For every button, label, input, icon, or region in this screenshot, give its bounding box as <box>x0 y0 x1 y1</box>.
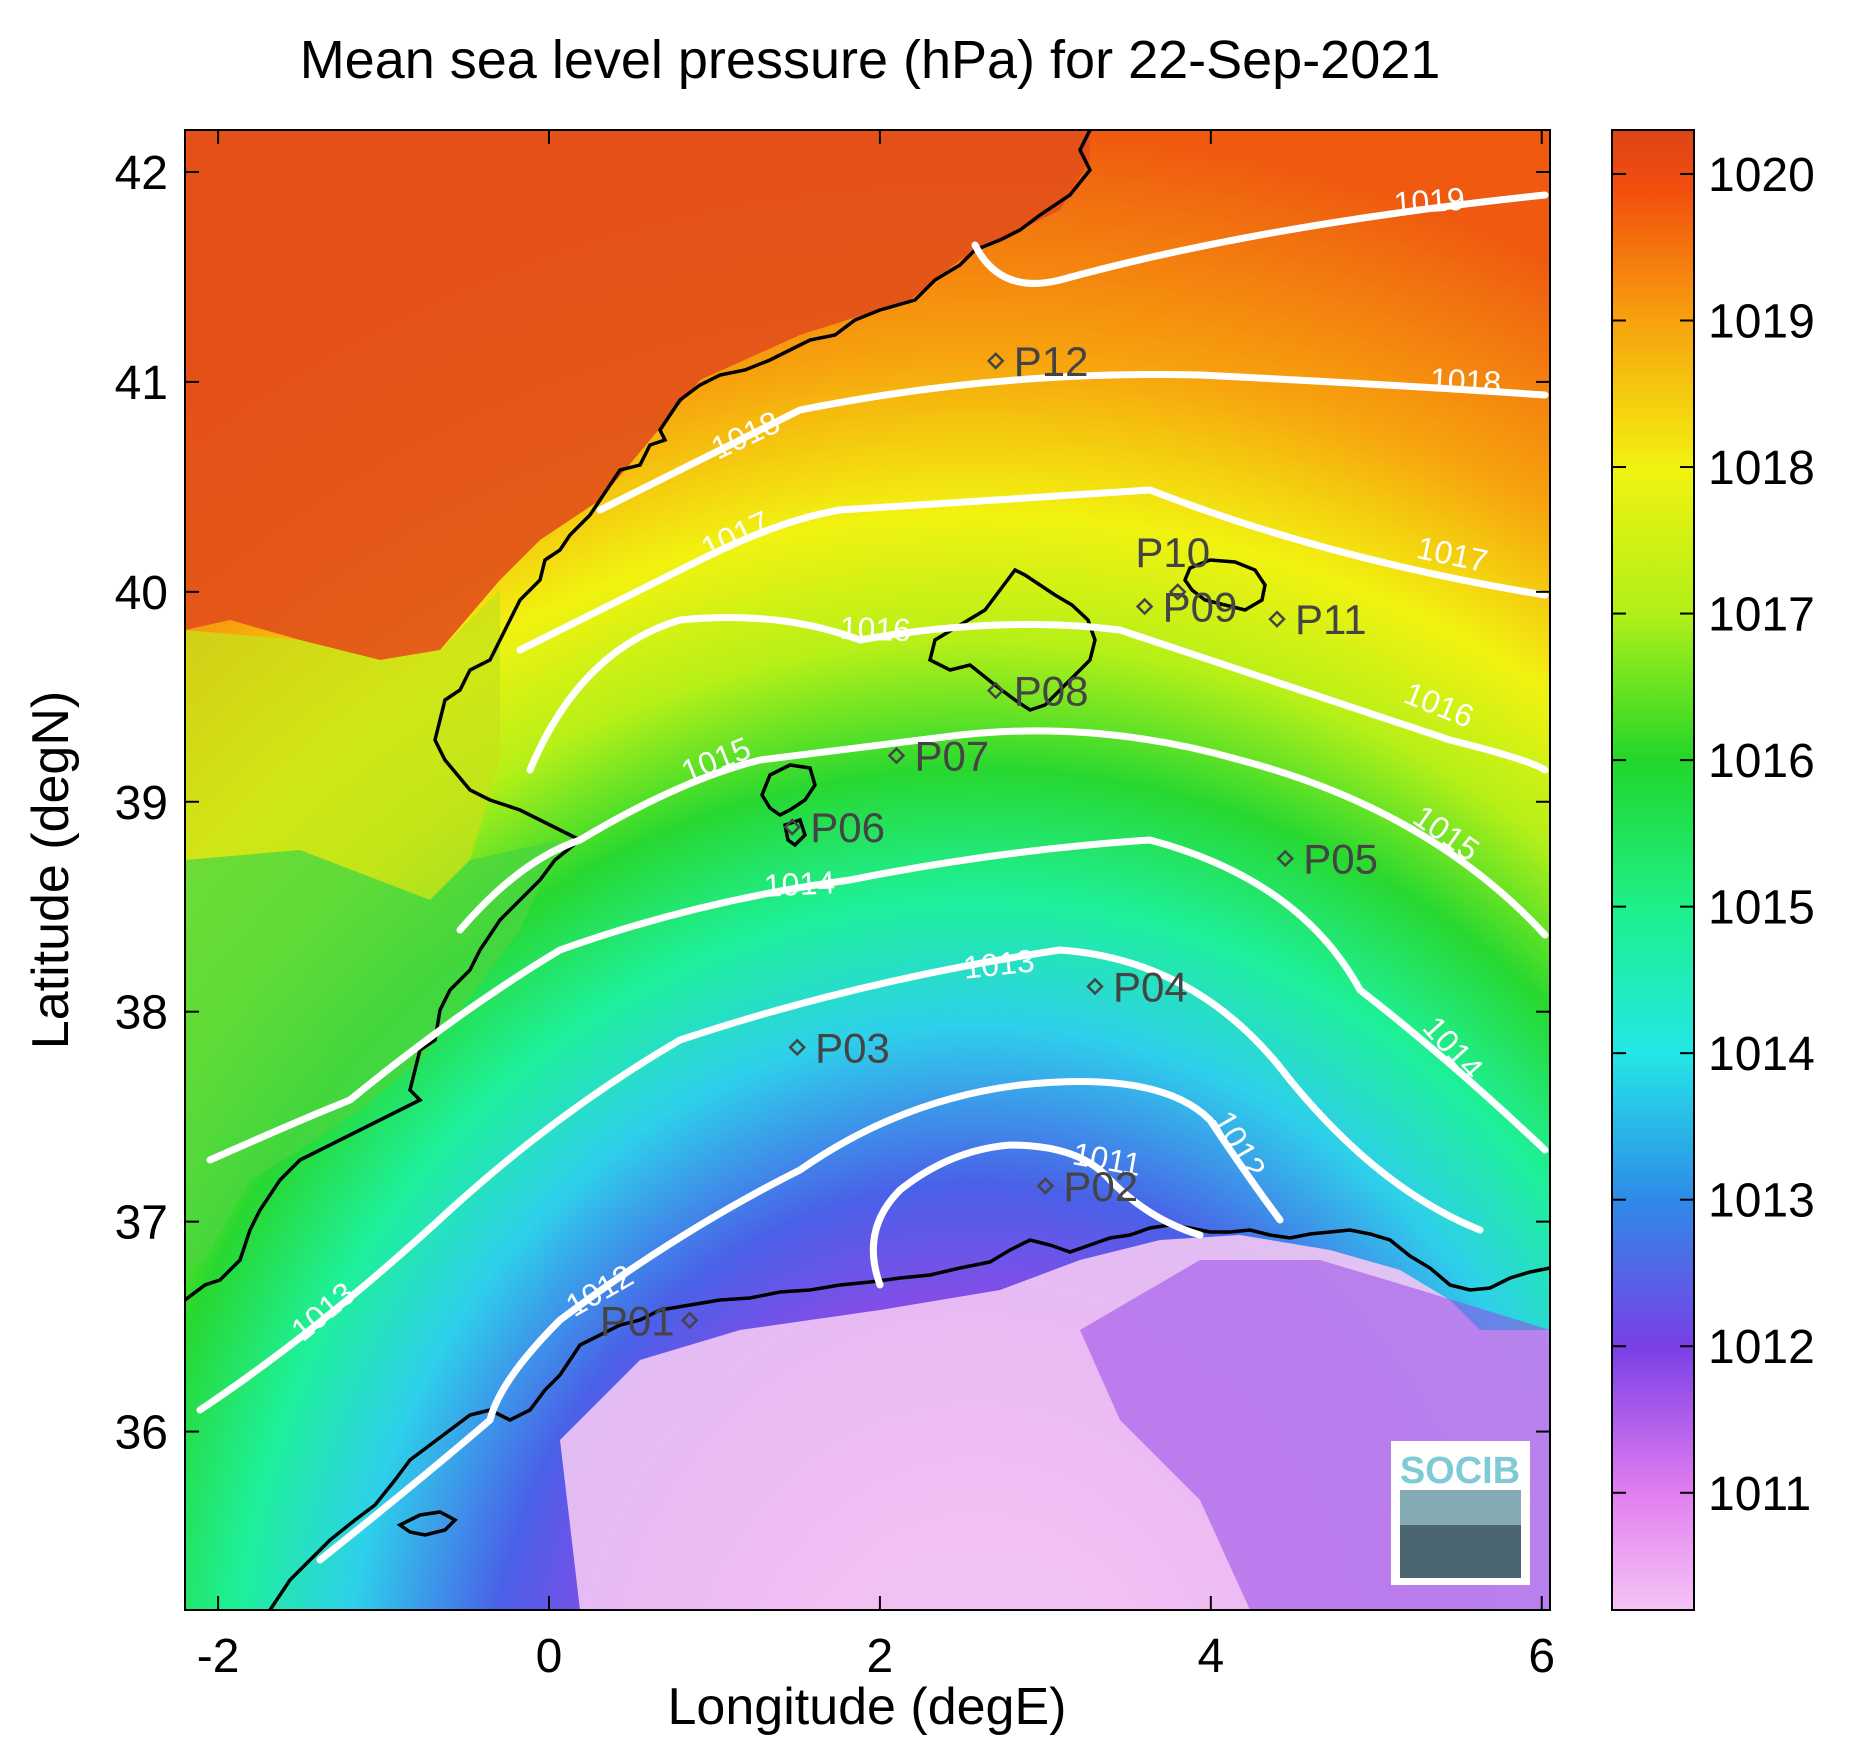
station-marker <box>788 1038 806 1057</box>
station-label: P05 <box>1303 835 1378 882</box>
coastline-formentera <box>782 817 808 848</box>
station-marker <box>986 352 1005 370</box>
station-marker <box>680 1311 699 1330</box>
station-label: P02 <box>1063 1163 1138 1210</box>
colorbar-tick-label: 1013 <box>1708 1175 1815 1228</box>
colorbar-tick-label: 1019 <box>1708 295 1815 348</box>
y-tick-label: 39 <box>115 777 168 830</box>
coastlines <box>185 130 1550 1610</box>
isobar-1018 <box>596 370 1549 514</box>
station-label: P03 <box>815 1024 890 1071</box>
y-axis-label: Latitude (degN) <box>22 691 80 1049</box>
colorbar-tick-label: 1011 <box>1708 1468 1811 1521</box>
isobar-label: 1019 <box>1392 181 1466 222</box>
colorbar-tick-label: 1016 <box>1708 735 1815 788</box>
x-axis: -2 0 2 4 6 <box>197 130 1555 1683</box>
x-tick-label: 0 <box>536 1630 563 1683</box>
station-label: P11 <box>1295 596 1367 643</box>
coastline-iberia <box>185 130 1093 1302</box>
station-marker <box>1276 849 1295 868</box>
isobar-label: 1018 <box>1429 361 1502 401</box>
logo-text: SOCIB <box>1400 1450 1520 1492</box>
isobar-label: 1016 <box>839 610 911 648</box>
land-iberia-mid <box>185 590 500 900</box>
coastline-menorca <box>1183 558 1267 612</box>
station-marker <box>1268 610 1286 628</box>
station-marker <box>1086 977 1104 996</box>
x-tick-label: 6 <box>1528 1630 1555 1683</box>
y-tick-label: 38 <box>115 987 168 1040</box>
isobar-1015 <box>456 727 1549 939</box>
x-axis-label: Longitude (degE) <box>668 1678 1067 1736</box>
station-label: P08 <box>1014 668 1089 715</box>
station-marker <box>783 818 801 836</box>
colorbar-tick-label: 1017 <box>1708 589 1815 642</box>
station-label: P12 <box>1014 338 1089 385</box>
isobar-lines <box>196 191 1549 1564</box>
isobar-1019 <box>971 191 1549 287</box>
station-marker <box>986 681 1005 700</box>
map-frame <box>184 129 1551 1611</box>
station-marker <box>1036 1177 1055 1195</box>
y-tick-label: 42 <box>115 147 168 200</box>
x-tick-label: 4 <box>1197 1630 1224 1683</box>
colorbar-tick-label: 1012 <box>1708 1321 1815 1374</box>
land-iberia-south <box>185 840 560 1270</box>
coastline-ibiza <box>760 763 817 818</box>
station-label: P01 <box>600 1297 675 1344</box>
y-axis: 36 37 38 39 40 41 42 <box>115 147 1550 1460</box>
colorbar-tick-label: 1014 <box>1708 1028 1815 1081</box>
y-tick-label: 36 <box>115 1407 168 1460</box>
x-tick-label: -2 <box>197 1630 240 1683</box>
station-label: P04 <box>1113 964 1188 1011</box>
y-tick-label: 40 <box>115 567 168 620</box>
station-label: P06 <box>810 804 885 851</box>
y-tick-label: 41 <box>115 357 168 410</box>
figure-title: Mean sea level pressure (hPa) for 22-Sep… <box>300 30 1441 90</box>
coastline-alboran <box>396 1510 458 1537</box>
isobar-label: 1014 <box>763 864 836 904</box>
station-marker <box>1168 583 1187 601</box>
coastline-africa <box>268 1223 1550 1610</box>
isobar-1017 <box>516 486 1549 654</box>
station-label: P10 <box>1135 529 1210 576</box>
y-tick-label: 37 <box>115 1197 168 1250</box>
colorbar-ticks: 1011 1012 1013 1014 1015 1016 1017 1018 1019 1020 <box>1612 149 1815 1521</box>
isobar-label: 1013 <box>962 942 1037 985</box>
logo-sky <box>1400 1490 1521 1525</box>
isobar-1013 <box>196 946 1484 1414</box>
station-marker <box>887 746 906 765</box>
isobar-1012 <box>316 1078 1284 1564</box>
isobar-1014 <box>206 836 1549 1164</box>
isobar-1011 <box>869 1141 1204 1289</box>
colorbar-gradient <box>1611 129 1695 1611</box>
isobar-1016 <box>526 614 1549 774</box>
socib-logo: SOCIB <box>1391 1441 1530 1585</box>
colorbar: 1011 1012 1013 1014 1015 1016 1017 1018 1019 1020 <box>1611 129 1815 1611</box>
coastline-mallorca <box>927 567 1097 712</box>
station-marker <box>1135 597 1154 616</box>
colorbar-tick-label: 1020 <box>1708 149 1815 202</box>
colorbar-tick-label: 1015 <box>1708 882 1815 935</box>
colorbar-tick-label: 1018 <box>1708 442 1815 495</box>
x-tick-label: 2 <box>867 1630 894 1683</box>
station-label: P09 <box>1163 584 1238 631</box>
station-label: P07 <box>914 733 989 780</box>
land-iberia-high <box>185 130 1090 660</box>
station-markers: P01 P02 P03 P04 P05 P06 P07 P08 P09 P10 P11 P12 <box>600 338 1378 1344</box>
